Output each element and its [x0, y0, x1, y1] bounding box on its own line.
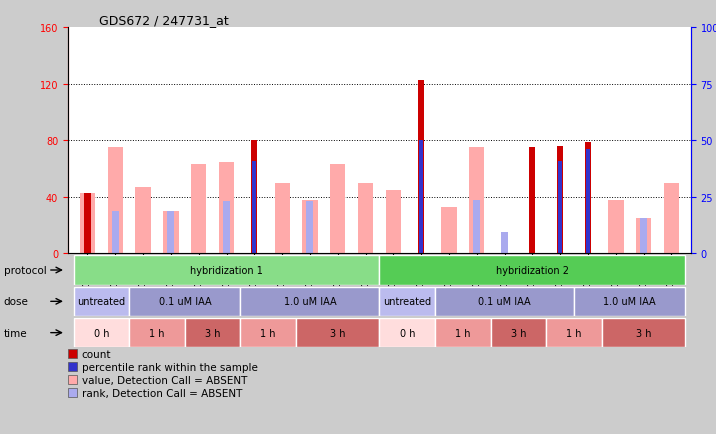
Bar [558, 161, 562, 254]
Bar [163, 211, 178, 254]
Text: 1.0 uM IAA: 1.0 uM IAA [284, 297, 337, 306]
Bar [490, 318, 546, 348]
Bar [636, 219, 652, 254]
Bar [358, 183, 373, 254]
Bar [379, 287, 435, 316]
Bar [223, 202, 230, 254]
Bar [306, 202, 314, 254]
Text: 3 h: 3 h [205, 328, 221, 338]
Text: 0.1 uM IAA: 0.1 uM IAA [158, 297, 211, 306]
Text: untreated: untreated [383, 297, 431, 306]
Bar [501, 233, 508, 254]
Text: protocol: protocol [4, 266, 47, 275]
Text: 1 h: 1 h [261, 328, 276, 338]
Text: hybridization 1: hybridization 1 [190, 266, 263, 275]
Text: 3 h: 3 h [511, 328, 526, 338]
Bar [68, 349, 77, 358]
Bar [68, 388, 77, 397]
Bar [435, 318, 490, 348]
Bar [469, 148, 485, 254]
Bar [379, 256, 685, 285]
Bar [274, 183, 290, 254]
Bar [379, 318, 435, 348]
Bar [68, 362, 77, 371]
Bar [241, 318, 296, 348]
Text: untreated: untreated [77, 297, 125, 306]
Bar [241, 287, 379, 316]
Bar [330, 165, 345, 254]
Text: GDS672 / 247731_at: GDS672 / 247731_at [99, 14, 229, 27]
Bar [585, 142, 591, 254]
Text: rank, Detection Call = ABSENT: rank, Detection Call = ABSENT [82, 388, 242, 398]
Text: 1 h: 1 h [149, 328, 165, 338]
Bar [80, 193, 95, 254]
Bar [68, 375, 77, 384]
Text: value, Detection Call = ABSENT: value, Detection Call = ABSENT [82, 375, 247, 385]
Bar [640, 219, 647, 254]
Bar [74, 318, 129, 348]
Text: 1 h: 1 h [566, 328, 582, 338]
Bar [302, 200, 318, 254]
Text: time: time [4, 328, 27, 338]
Bar [529, 148, 536, 254]
Bar [386, 191, 401, 254]
Bar [219, 162, 234, 254]
Bar [129, 287, 241, 316]
Bar [84, 193, 90, 254]
Bar [74, 287, 129, 316]
Bar [435, 287, 574, 316]
Text: 1.0 uM IAA: 1.0 uM IAA [604, 297, 656, 306]
Text: 0 h: 0 h [94, 328, 109, 338]
Bar [251, 141, 257, 254]
Bar [185, 318, 241, 348]
Text: dose: dose [4, 297, 29, 306]
Bar [473, 200, 480, 254]
Bar [107, 148, 123, 254]
Bar [129, 318, 185, 348]
Bar [296, 318, 379, 348]
Bar [191, 165, 206, 254]
Text: hybridization 2: hybridization 2 [496, 266, 569, 275]
Bar [418, 80, 425, 254]
Bar [608, 200, 624, 254]
Bar [664, 183, 679, 254]
Text: 0 h: 0 h [400, 328, 415, 338]
Bar [557, 147, 563, 254]
Bar [441, 207, 457, 254]
Bar [252, 161, 256, 254]
Bar [602, 318, 685, 348]
Bar [546, 318, 602, 348]
Bar [168, 211, 175, 254]
Bar [419, 141, 423, 254]
Bar [112, 211, 119, 254]
Text: 3 h: 3 h [636, 328, 652, 338]
Bar [586, 150, 590, 254]
Bar [74, 256, 379, 285]
Text: 1 h: 1 h [455, 328, 470, 338]
Text: percentile rank within the sample: percentile rank within the sample [82, 362, 258, 372]
Bar [574, 287, 685, 316]
Bar [135, 187, 151, 254]
Text: 0.1 uM IAA: 0.1 uM IAA [478, 297, 531, 306]
Text: count: count [82, 349, 111, 359]
Text: 3 h: 3 h [330, 328, 346, 338]
